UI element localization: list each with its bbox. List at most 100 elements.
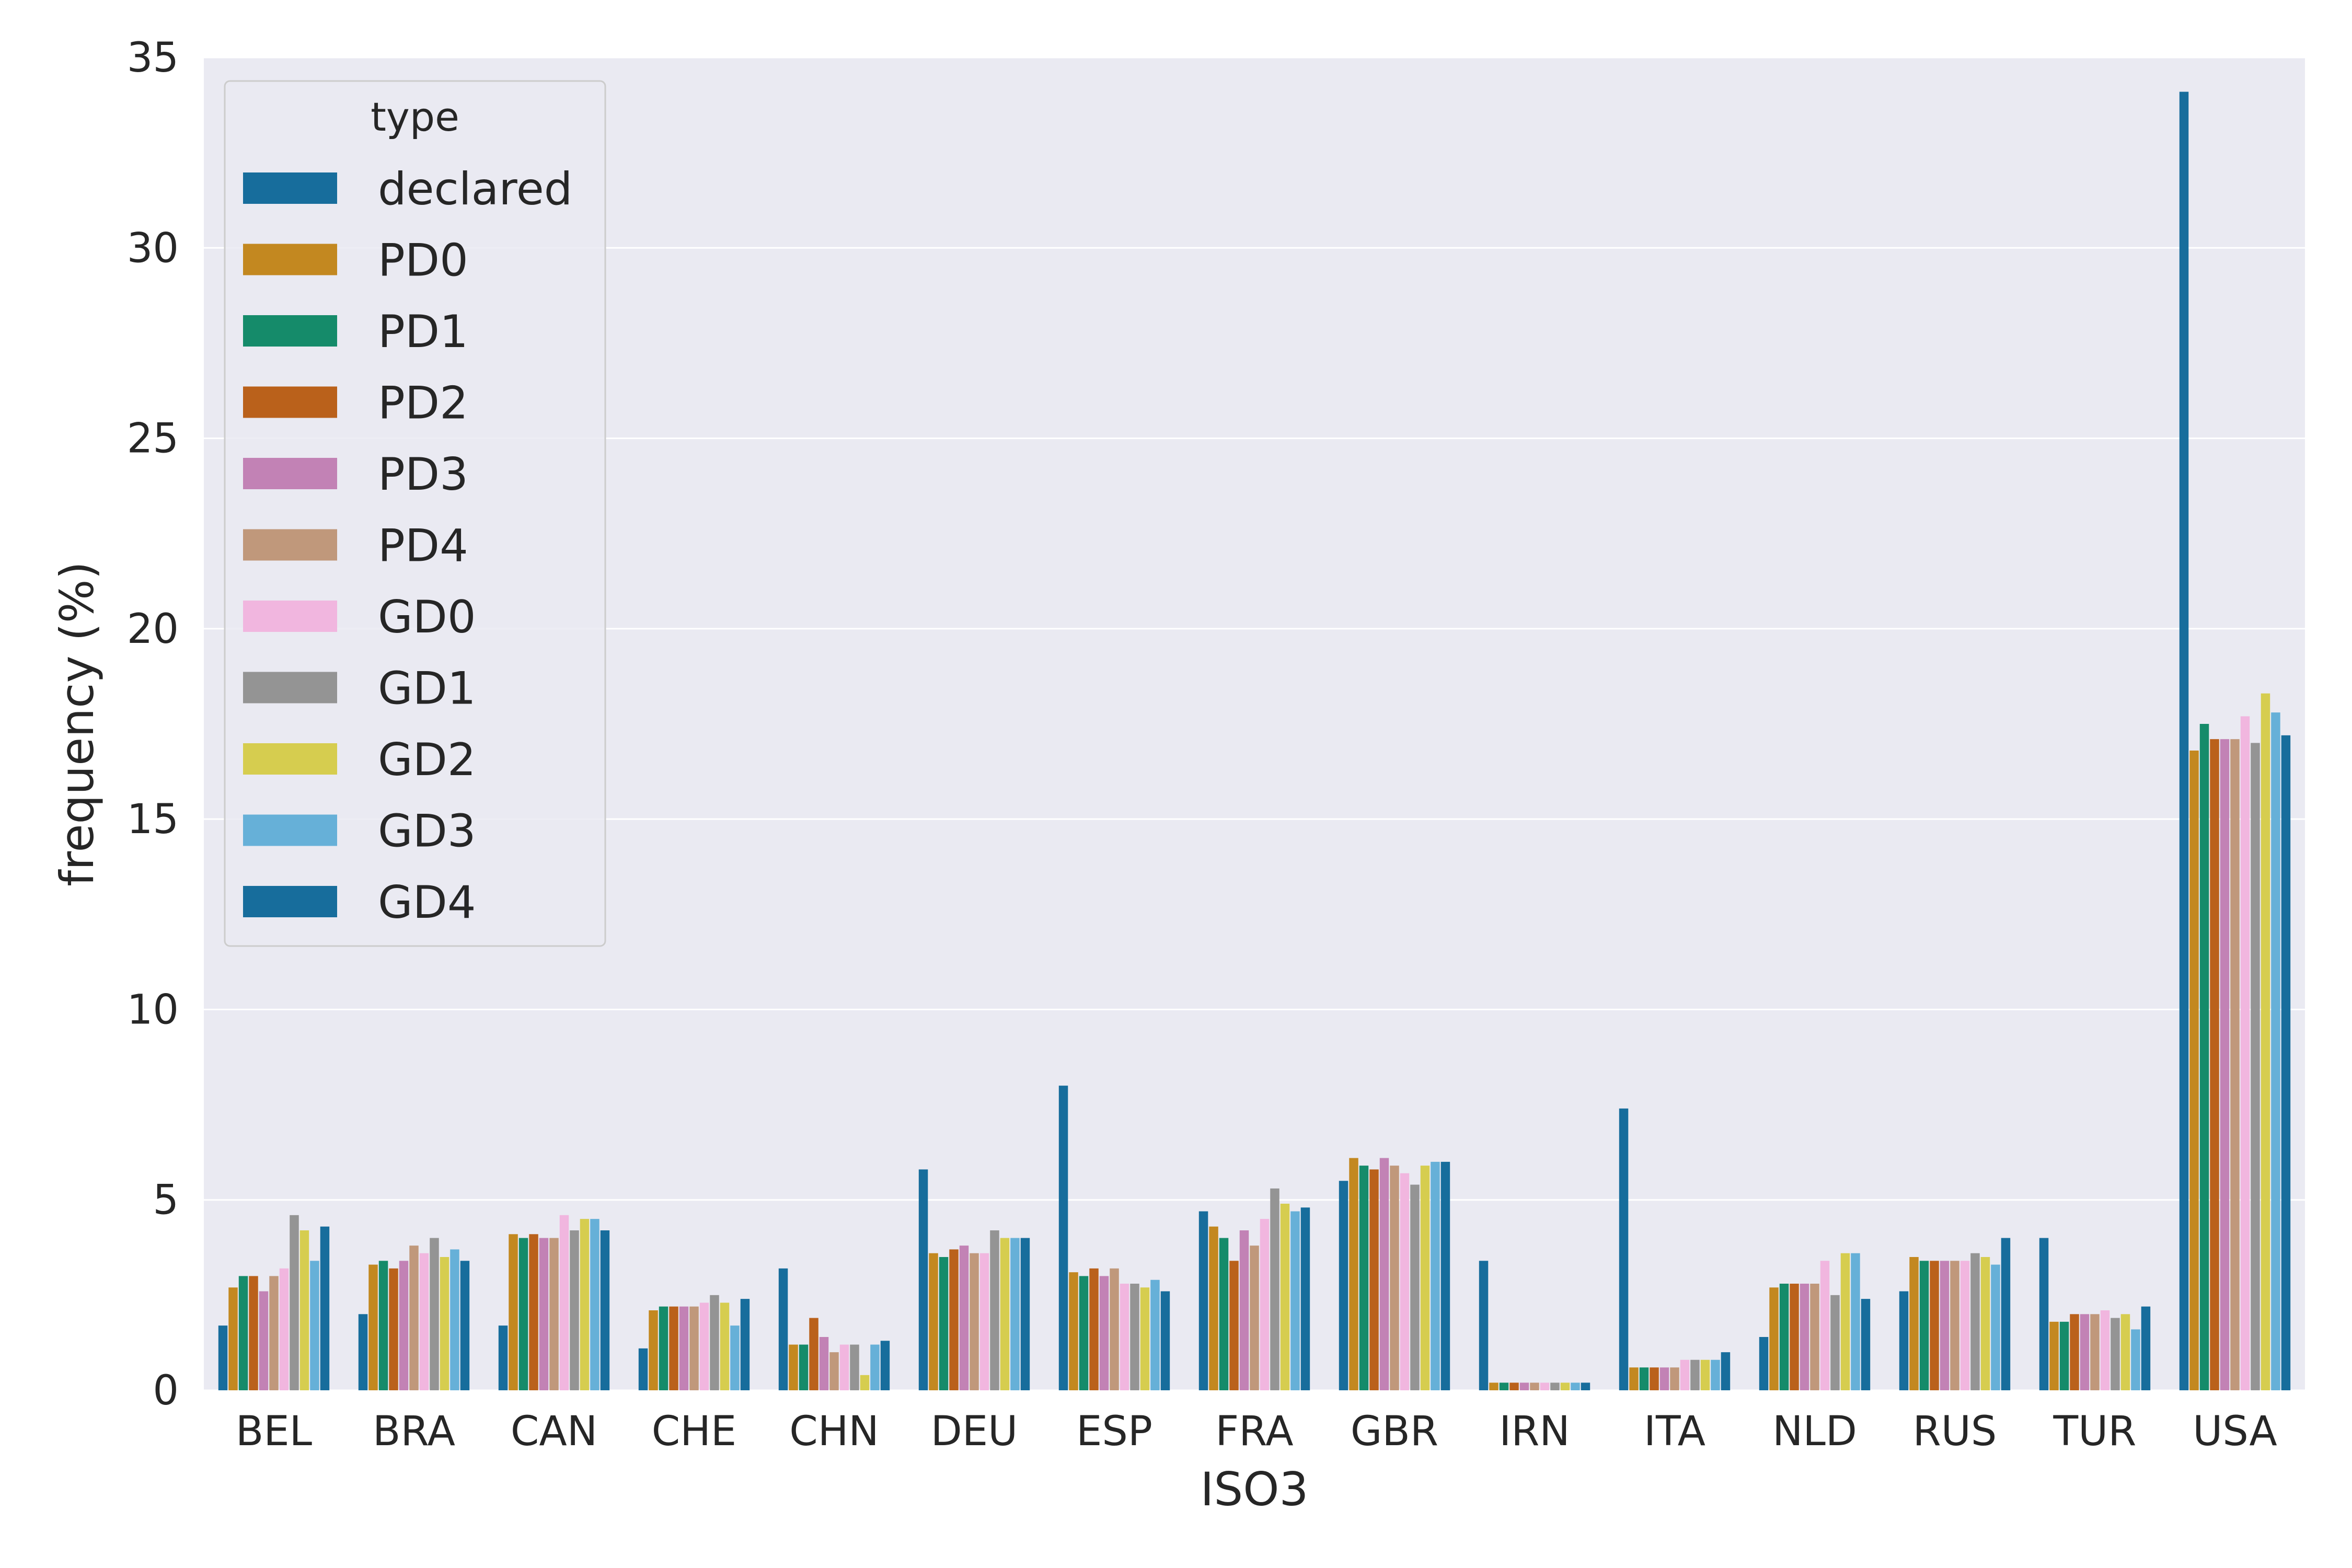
bar-deu-pd3 — [959, 1246, 969, 1390]
bar-can-pd2 — [529, 1234, 538, 1390]
bar-usa-pd1 — [2199, 724, 2209, 1390]
bar-rus-declared — [1899, 1291, 1909, 1390]
bar-usa-gd3 — [2271, 712, 2280, 1390]
legend-label: PD0 — [378, 235, 468, 287]
bar-chn-gd3 — [870, 1344, 880, 1390]
legend-box — [224, 80, 606, 947]
bar-can-declared — [498, 1325, 508, 1390]
bar-che-pd1 — [659, 1306, 668, 1390]
legend-swatch — [243, 386, 337, 418]
bars — [218, 91, 2291, 1390]
bar-ita-gd4 — [1721, 1352, 1731, 1390]
bar-che-gd2 — [720, 1302, 730, 1390]
x-tick-label: BEL — [236, 1408, 313, 1455]
bar-bel-pd4 — [269, 1276, 279, 1390]
bar-irn-pd3 — [1519, 1382, 1529, 1390]
bar-chn-gd1 — [850, 1344, 859, 1390]
bar-can-pd0 — [509, 1234, 518, 1390]
bar-rus-gd1 — [1970, 1253, 1980, 1390]
legend-swatch — [243, 529, 337, 561]
bar-bel-gd2 — [299, 1230, 309, 1390]
bar-bel-pd1 — [238, 1276, 248, 1390]
legend-label: PD3 — [378, 448, 468, 501]
y-tick-label: 0 — [153, 1367, 179, 1414]
bar-che-gd4 — [740, 1299, 750, 1390]
bar-rus-pd3 — [1940, 1261, 1950, 1390]
bar-gbr-gd3 — [1431, 1161, 1440, 1390]
bar-che-pd4 — [689, 1306, 699, 1390]
x-tick-label: IRN — [1499, 1408, 1570, 1455]
bar-tur-pd0 — [2049, 1321, 2059, 1390]
x-tick-label: NLD — [1772, 1408, 1857, 1455]
bar-tur-gd1 — [2111, 1318, 2120, 1390]
bar-nld-pd3 — [1800, 1284, 1809, 1390]
bar-fra-gd2 — [1280, 1204, 1290, 1390]
x-tick-label: ESP — [1076, 1408, 1152, 1455]
bar-usa-gd4 — [2281, 735, 2291, 1390]
legend-swatch — [243, 886, 337, 917]
bar-fra-declared — [1198, 1211, 1208, 1390]
bar-gbr-pd0 — [1349, 1158, 1358, 1390]
bar-irn-pd0 — [1489, 1382, 1498, 1390]
bar-deu-gd4 — [1020, 1238, 1030, 1390]
legend-label: GD4 — [378, 877, 476, 929]
legend-label: GD2 — [378, 734, 476, 786]
bar-ita-pd2 — [1650, 1367, 1659, 1390]
bar-esp-pd4 — [1110, 1268, 1119, 1390]
y-tick-label: 20 — [127, 606, 179, 653]
bar-deu-gd1 — [990, 1230, 999, 1390]
bar-bel-gd4 — [320, 1226, 330, 1390]
bar-gbr-gd1 — [1410, 1184, 1420, 1390]
bar-irn-pd4 — [1530, 1382, 1539, 1390]
bar-tur-declared — [2039, 1238, 2049, 1390]
x-tick-label: USA — [2193, 1408, 2277, 1455]
bar-irn-gd1 — [1550, 1382, 1560, 1390]
bar-fra-pd0 — [1209, 1226, 1218, 1390]
bar-irn-gd3 — [1571, 1382, 1580, 1390]
bar-fra-gd4 — [1300, 1207, 1310, 1390]
legend-swatch — [243, 601, 337, 632]
x-tick-label: BRA — [373, 1408, 455, 1455]
bar-che-pd0 — [649, 1310, 658, 1390]
bar-chn-pd3 — [819, 1337, 829, 1390]
bar-fra-gd3 — [1290, 1211, 1300, 1390]
bar-tur-pd2 — [2070, 1314, 2079, 1390]
bar-ita-gd2 — [1700, 1359, 1710, 1390]
bar-deu-pd1 — [939, 1257, 949, 1390]
legend-swatch — [243, 458, 337, 489]
bar-rus-gd2 — [1980, 1257, 1990, 1390]
bar-tur-pd4 — [2090, 1314, 2100, 1390]
bar-ita-gd3 — [1711, 1359, 1720, 1390]
bar-che-gd1 — [710, 1295, 719, 1390]
bar-can-pd1 — [518, 1238, 528, 1390]
bar-fra-gd1 — [1270, 1188, 1279, 1390]
bar-gbr-declared — [1339, 1181, 1348, 1390]
bar-nld-pd0 — [1769, 1287, 1779, 1390]
bar-bra-gd2 — [440, 1257, 449, 1390]
bar-ita-declared — [1619, 1108, 1629, 1390]
x-tick-label: CHE — [652, 1408, 736, 1455]
bar-ita-pd3 — [1659, 1367, 1669, 1390]
y-tick-label: 25 — [127, 416, 179, 463]
bar-bra-pd4 — [409, 1246, 419, 1390]
x-tick-label: CHN — [789, 1408, 879, 1455]
bar-deu-gd3 — [1010, 1238, 1020, 1390]
bar-chn-gd2 — [860, 1375, 870, 1390]
bar-esp-gd1 — [1130, 1284, 1139, 1390]
bar-can-gd1 — [570, 1230, 579, 1390]
legend: type declared PD0 PD1 PD2 PD3 PD4 GD0 GD1 GD2 GD3… — [224, 80, 606, 947]
bar-nld-pd2 — [1790, 1284, 1799, 1390]
bar-nld-declared — [1759, 1337, 1769, 1390]
bar-esp-pd2 — [1089, 1268, 1099, 1390]
y-tick-label: 30 — [127, 225, 179, 272]
bar-fra-pd4 — [1250, 1246, 1259, 1390]
bar-fra-pd2 — [1229, 1261, 1239, 1390]
bar-tur-gd2 — [2120, 1314, 2130, 1390]
bar-can-pd3 — [539, 1238, 549, 1390]
bar-bra-pd0 — [368, 1264, 378, 1390]
bar-deu-declared — [918, 1169, 928, 1390]
x-axis-title: ISO3 — [1200, 1462, 1308, 1516]
bar-nld-gd4 — [1861, 1299, 1871, 1390]
bar-usa-gd0 — [2240, 716, 2250, 1390]
